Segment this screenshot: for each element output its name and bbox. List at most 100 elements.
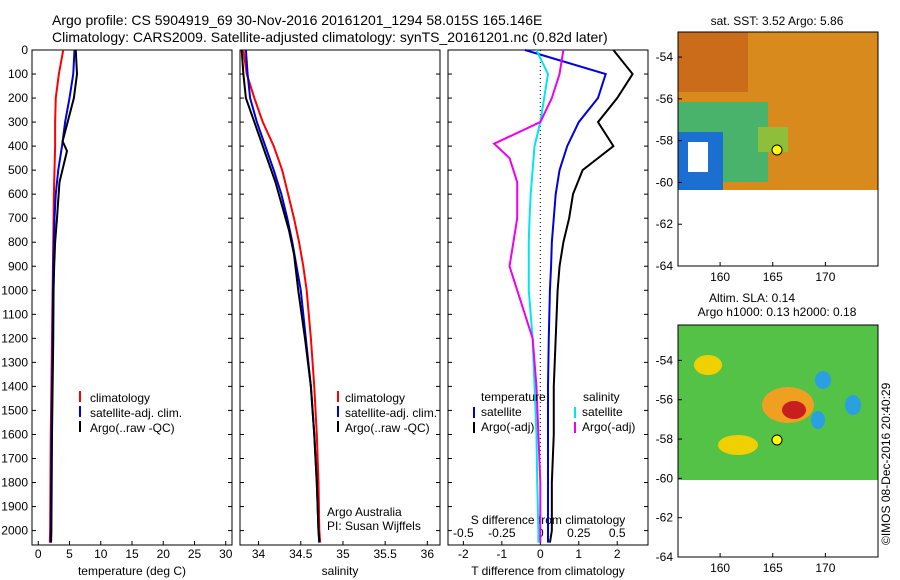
argo-position-marker [771,144,783,156]
x-axis-label: T difference from climatology [471,564,625,578]
map-y-tick-label: -60 [656,471,674,485]
x-axis-label: salinity [322,564,359,578]
series-line-satellite [527,49,550,543]
x-tick-label: 1 [575,547,582,561]
y-tick-label: 700 [8,211,28,225]
x-tick-label: 34 [252,547,266,561]
map-title: Altim. SLA: 0.14 [709,291,795,305]
map-x-tick-label: 160 [710,561,730,575]
plot-title-line1: Argo profile: CS 5904919_69 30-Nov-2016 … [52,12,543,28]
panel-frame [31,49,233,546]
y-tick-label: 2000 [1,524,28,538]
map-x-tick-label: 165 [763,561,783,575]
y-tick-label: 300 [8,115,28,129]
x-tick-label: 0 [537,547,544,561]
legend-label: satellite-adj. clim. [90,406,182,420]
y-tick-label: 0 [21,43,28,57]
series-line-climatology [242,49,322,543]
series-line-argoadj [548,49,634,543]
legend-label: climatology [90,391,150,405]
sla-blob [718,435,758,455]
sla-blob [694,355,722,375]
map-x-tick-label: 160 [710,270,730,284]
x-tick-label: 20 [157,547,171,561]
y-tick-label: 900 [8,259,28,273]
s-tick-label: 0.25 [567,526,591,540]
legend-title: salinity [583,390,620,404]
legend-label: Argo(-adj) [582,420,635,434]
plot-title-line2: Climatology: CARS2009. Satellite-adjuste… [52,29,608,45]
sla-blob [782,401,806,419]
map-y-tick-label: -54 [656,353,674,367]
y-tick-label: 600 [8,187,28,201]
s-tick-label: 0.5 [609,526,626,540]
sst-cloud [688,142,708,172]
x-axis-label: temperature (deg C) [78,564,186,578]
map-y-tick-label: -58 [656,134,674,148]
series-line-satellite [524,49,607,543]
map-x-tick-label: 165 [763,270,783,284]
y-tick-label: 1800 [1,476,28,490]
series-line-argorawqc [50,49,79,543]
map-y-tick-label: -62 [656,217,674,231]
x-tick-label: -1 [497,547,508,561]
map-y-tick-label: -58 [656,432,674,446]
legend-label: climatology [345,391,405,405]
x-tick-label: 0 [35,547,42,561]
y-tick-label: 400 [8,139,28,153]
x-tick-label: 5 [66,547,73,561]
map-y-tick-label: -56 [656,92,674,106]
y-tick-label: 1100 [2,307,28,321]
map-x-tick-label: 170 [815,270,835,284]
map-x-tick-label: 170 [815,561,835,575]
y-tick-label: 1600 [1,427,28,441]
series-line-satelliteadjclim [244,49,321,543]
map-y-tick-label: -56 [656,393,674,407]
legend-label: satellite [481,405,522,419]
map-y-tick-label: -64 [656,259,674,273]
sla-blob [815,371,831,389]
legend-title: temperature [481,390,546,404]
x-tick-label: 35 [336,547,350,561]
x-tick-label: 34.5 [289,547,313,561]
sla-blob [811,411,825,429]
legend-label: satellite-adj. clim. [345,406,437,420]
y-tick-label: 500 [8,163,28,177]
s-tick-label: -0.5 [453,526,474,540]
sla-blob [845,395,861,415]
map-frame [677,324,879,558]
legend-label: Argo(-adj) [481,420,534,434]
y-tick-label: 1200 [1,331,28,345]
y-tick-label: 200 [8,91,28,105]
legend-label: Argo(..raw -QC) [345,421,430,435]
y-tick-label: 800 [8,235,28,249]
annotation-text: Argo Australia [327,505,402,519]
panel-frame [447,49,649,546]
y-tick-label: 1000 [1,283,28,297]
x-tick-label: 2 [614,547,621,561]
sst-field-patch [678,32,748,92]
x-tick-label: 15 [125,547,139,561]
y-tick-label: 1300 [1,355,28,369]
legend-label: satellite [582,405,623,419]
annotation-text: PI: Susan Wijffels [327,519,421,533]
x-tick-label: 10 [94,547,108,561]
map-y-tick-label: -64 [656,550,674,564]
x-tick-label: -2 [458,547,469,561]
series-line-argoadj [492,49,565,543]
y-tick-label: 1400 [1,379,28,393]
y-tick-label: 1500 [1,403,28,417]
x-tick-label: 35.5 [373,547,397,561]
map-frame [677,31,879,267]
y-tick-label: 1900 [1,500,28,514]
x-tick-label: 25 [188,547,202,561]
x-tick-label: 30 [219,547,233,561]
series-line-argorawqc [240,49,321,543]
map-y-tick-label: -54 [656,50,674,64]
map-y-tick-label: -62 [656,511,674,525]
argo-position-marker [771,434,783,446]
legend-label: Argo(..raw -QC) [90,421,175,435]
s-tick-label: -0.25 [488,526,516,540]
map-subtitle: Argo h1000: 0.13 h2000: 0.18 [698,305,857,319]
